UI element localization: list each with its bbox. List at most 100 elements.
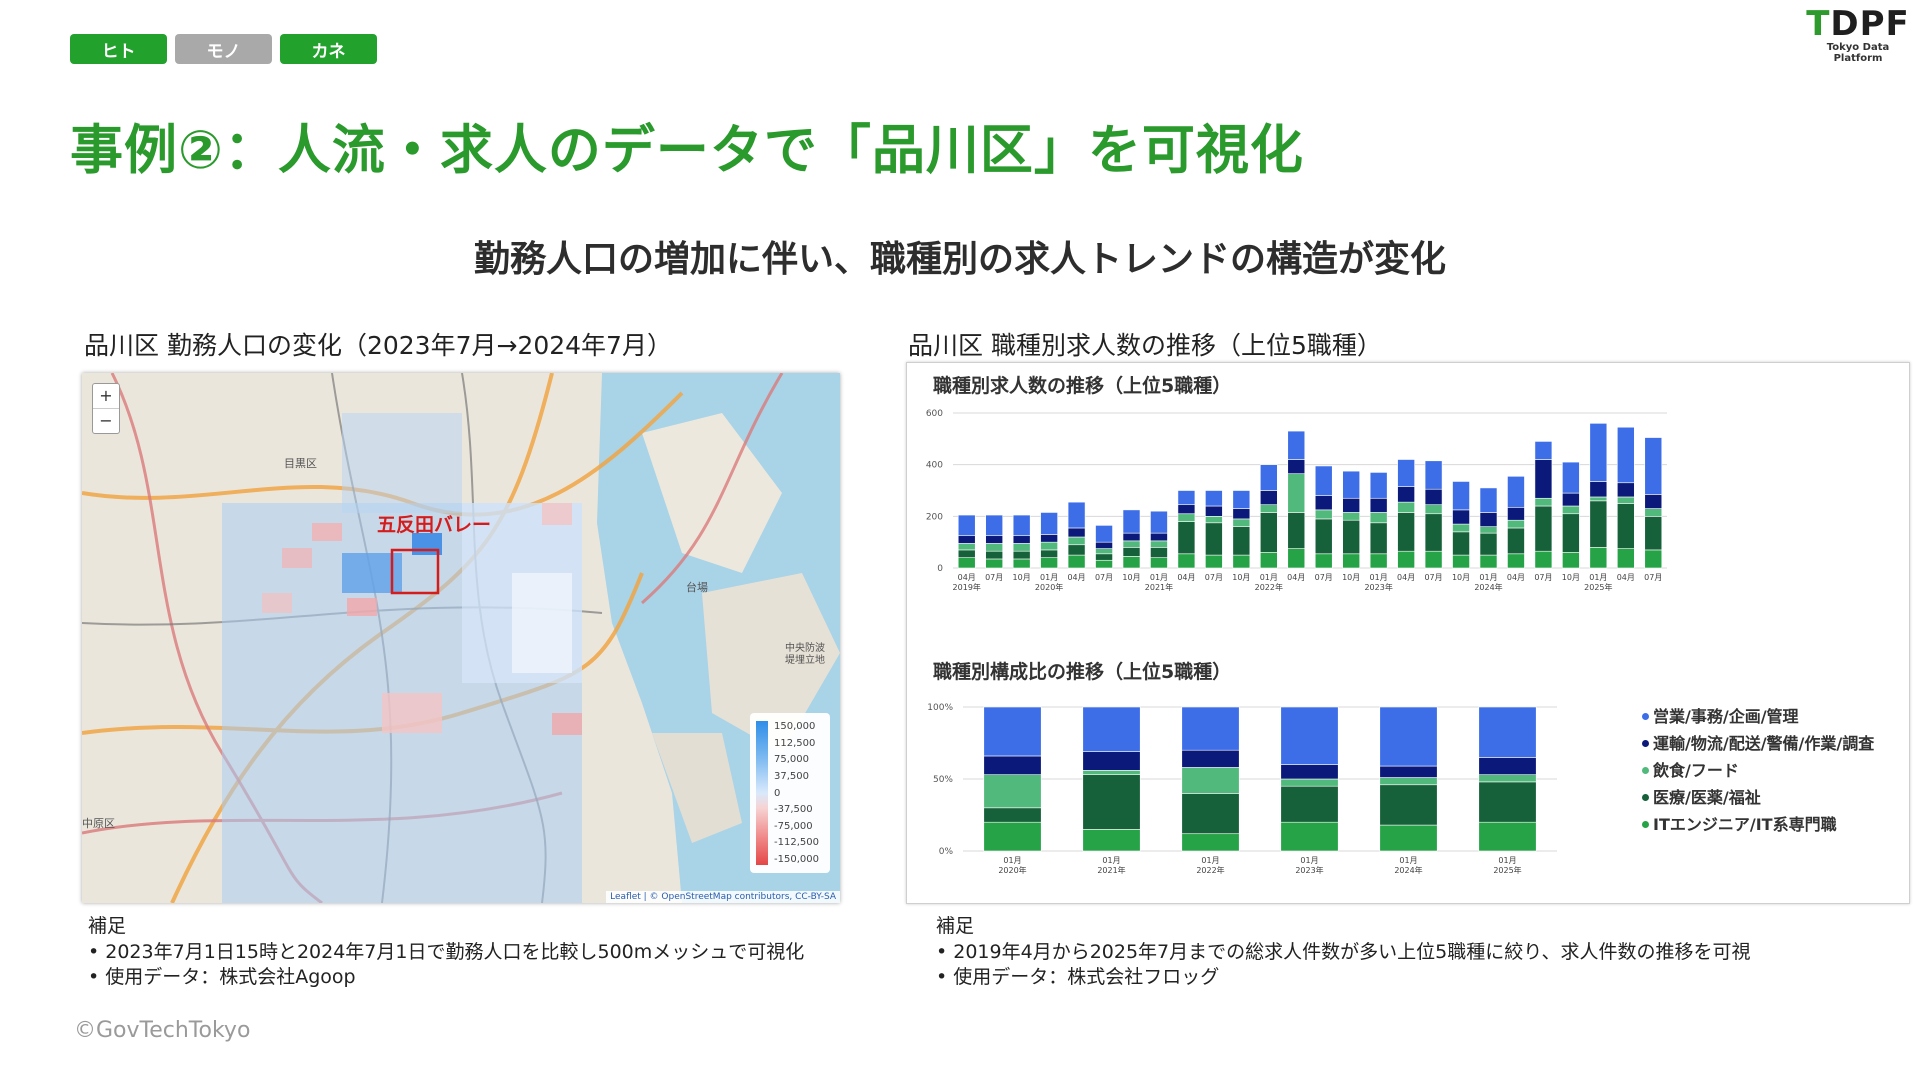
legend-dot [1642, 821, 1649, 828]
tdpf-logo: TDPF Tokyo Data Platform [1802, 4, 1914, 64]
x-tick-year: 2024年 [1394, 865, 1422, 875]
page-subtitle: 勤務人口の増加に伴い、職種別の求人トレンドの構造が変化 [473, 239, 1446, 280]
x-tick-label: 07月 [1095, 573, 1113, 582]
legend-item-logistics: 運輸/物流/配送/警備/作業/調査 [1642, 730, 1874, 757]
population-map[interactable]: + − 五反田バレー 目黒区 台場 中央防波堤埋立地 中原区 150,000 11… [82, 373, 840, 903]
bar-segment [1082, 774, 1141, 830]
bar-segment [983, 706, 1042, 757]
bar-segment [1205, 505, 1223, 517]
bar-segment [1095, 525, 1113, 543]
bar-segment [1012, 535, 1031, 544]
bar-segment [1095, 541, 1113, 549]
x-tick-label: 01月 [1479, 573, 1497, 582]
tag-kane[interactable]: カネ [280, 34, 377, 64]
zoom-out-button[interactable]: − [93, 408, 119, 433]
bar-segment [1150, 510, 1168, 534]
bar-segment [1379, 765, 1438, 778]
map-attribution[interactable]: Leaflet | © OpenStreetMap contributors, … [606, 891, 840, 903]
chart-notes-heading: 補足 [936, 915, 975, 937]
bar-segment [1150, 547, 1168, 558]
bar-segment [985, 558, 1004, 569]
tag-mono[interactable]: モノ [175, 34, 272, 64]
x-tick-label: 10月 [1562, 573, 1580, 582]
x-tick-year: 2022年 [1196, 865, 1224, 875]
bar-segment [1280, 785, 1339, 823]
bar-segment [1067, 501, 1086, 529]
chart-legend: 営業/事務/企画/管理 運輸/物流/配送/警備/作業/調査 飲食/フード 医療/… [1642, 703, 1874, 838]
x-tick-label: 01月 [1399, 856, 1417, 865]
bar-segment [1205, 554, 1223, 569]
bar-segment [1424, 460, 1443, 490]
bar-segment [1644, 549, 1663, 569]
x-tick-year: 2023年 [1295, 865, 1323, 875]
chart-note-item: 2019年4月から2025年7月までの総求人件数が多い上位5職種に絞り、求人件数… [936, 940, 1750, 965]
y-tick-label: 400 [926, 461, 943, 471]
bar-segment [1397, 486, 1415, 503]
bar-segment [1177, 521, 1196, 555]
legend-dot [1642, 794, 1649, 801]
bar-segment [957, 535, 976, 544]
bar-segment [1507, 506, 1525, 521]
bar-segment [1616, 503, 1635, 549]
bar-segment [1452, 509, 1470, 525]
bar-segment [1644, 516, 1663, 551]
bar-segment [1232, 508, 1251, 520]
bar-segment [1287, 512, 1306, 549]
legend-value: -37,500 [774, 804, 813, 816]
x-tick-label: 07月 [1644, 573, 1662, 582]
bar-segment [1507, 527, 1525, 555]
map-notes-heading: 補足 [88, 915, 127, 937]
bar-segment [1280, 764, 1339, 780]
place-label-meguro: 目黒区 [284, 457, 317, 470]
bar-segment [1259, 504, 1278, 513]
legend-value: 0 [774, 787, 781, 799]
x-tick-year: 2020年 [1035, 582, 1063, 592]
bar-segment [1012, 558, 1031, 569]
bar-segment [1478, 821, 1537, 852]
bar-segment [1181, 767, 1240, 794]
bar-segment [1616, 482, 1635, 498]
copyright: ©GovTechTokyo [74, 1018, 251, 1043]
bar-segment [983, 821, 1042, 852]
bar-segment [1479, 554, 1498, 569]
zoom-in-button[interactable]: + [99, 386, 113, 405]
bar-segment [1012, 514, 1031, 537]
place-label-nakahara: 中原区 [82, 817, 115, 830]
bar-segment [1369, 497, 1388, 513]
bar-segment [1150, 540, 1168, 548]
x-tick-label: 01月 [1260, 573, 1278, 582]
bar-segment [1259, 512, 1278, 553]
x-tick-year: 2020年 [998, 865, 1026, 875]
bar-segment [1616, 548, 1635, 569]
bar-segment [1534, 497, 1553, 507]
chart-panel-heading: 品川区 職種別求人数の推移（上位5職種） [908, 331, 1382, 360]
bar-segment [983, 807, 1042, 823]
legend-value: 112,500 [774, 737, 816, 749]
legend-item-sales: 営業/事務/企画/管理 [1642, 703, 1874, 730]
x-tick-label: 04月 [958, 573, 976, 582]
bar-segment [1205, 522, 1223, 556]
tag-hito[interactable]: ヒト [70, 34, 167, 64]
map-zoom-control: + − [92, 383, 120, 434]
x-tick-year: 2022年 [1255, 582, 1283, 592]
x-tick-label: 07月 [1315, 573, 1333, 582]
bar-segment [1424, 488, 1443, 506]
bar-segment [1342, 470, 1361, 499]
bar-segment [1259, 464, 1278, 491]
bar-segment [1478, 781, 1537, 823]
bar-segment [985, 535, 1004, 544]
bar-segment [1177, 504, 1196, 515]
bar-segment [1181, 706, 1240, 751]
x-tick-year: 2019年 [953, 582, 981, 592]
x-tick-label: 04月 [1397, 573, 1415, 582]
bar-segment [1067, 544, 1086, 556]
bar-segment [1644, 437, 1663, 495]
bar-segment [1314, 465, 1333, 496]
bar-segment [1232, 490, 1251, 509]
legend-item-it: ITエンジニア/IT系専門職 [1642, 811, 1874, 838]
x-tick-label: 01月 [1003, 856, 1021, 865]
bar-segment [1012, 550, 1031, 560]
chart-notes: 補足 2019年4月から2025年7月までの総求人件数が多い上位5職種に絞り、求… [936, 914, 1750, 990]
bar-segment [1534, 459, 1553, 499]
bar-segment [1589, 500, 1608, 548]
